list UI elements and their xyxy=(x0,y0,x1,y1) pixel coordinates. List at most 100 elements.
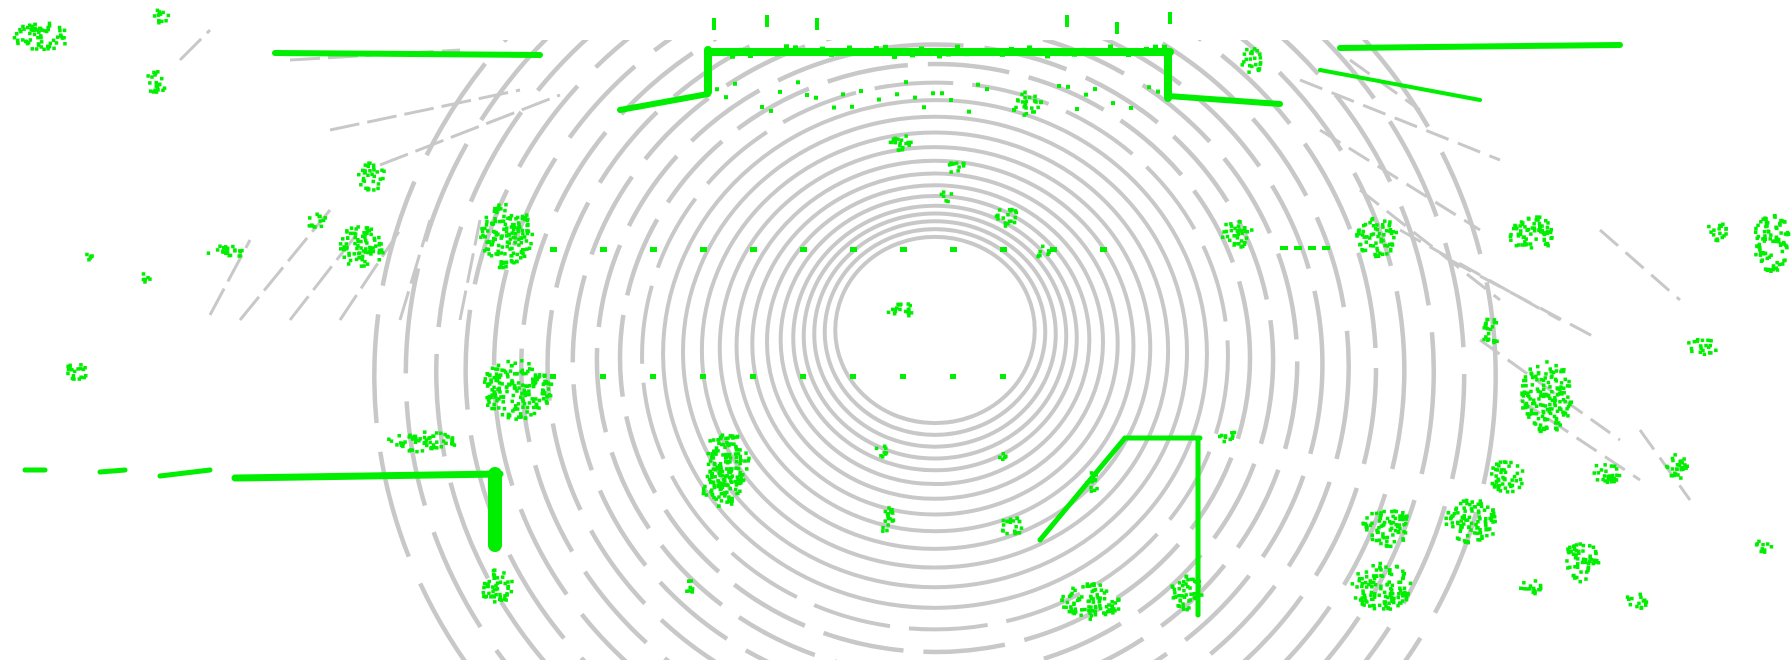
point-cluster-dot xyxy=(520,383,525,387)
point-cluster-dot xyxy=(428,435,432,440)
point-cluster-dot xyxy=(378,177,383,181)
point-cluster-dot xyxy=(519,241,523,245)
point-cluster-dot xyxy=(1514,224,1518,229)
courtyard-dot xyxy=(859,89,863,94)
scan-ring xyxy=(822,227,1048,437)
point-cluster-dot xyxy=(1363,596,1367,600)
point-cluster-dot xyxy=(1389,544,1393,549)
point-cluster-dot xyxy=(1385,252,1389,256)
point-cluster-dot xyxy=(1782,259,1786,263)
point-cluster-dot xyxy=(725,467,729,471)
point-cluster-dot xyxy=(224,248,229,252)
point-cluster-dot xyxy=(1560,368,1564,372)
point-cluster-dot xyxy=(1451,524,1455,529)
point-cluster-dot xyxy=(1362,603,1366,607)
point-cluster-dot xyxy=(534,402,539,407)
point-cluster-dot xyxy=(372,188,376,192)
point-cluster-dot xyxy=(1719,224,1723,228)
point-cluster-dot xyxy=(24,40,29,44)
point-cluster-dot xyxy=(1229,228,1234,233)
point-cluster-dot xyxy=(1522,587,1526,591)
point-cluster-dot xyxy=(1503,477,1507,482)
point-cluster-dot xyxy=(1401,573,1406,577)
point-cluster-dot xyxy=(1676,473,1680,477)
point-cluster-dot xyxy=(1388,220,1392,224)
point-cluster-dot xyxy=(401,441,406,446)
point-cluster-dot xyxy=(1534,218,1538,222)
point-cluster-dot xyxy=(530,397,534,401)
point-cluster-dot xyxy=(1769,233,1773,237)
point-cluster-dot xyxy=(487,400,491,405)
point-cluster-dot xyxy=(30,47,34,51)
point-cluster-dot xyxy=(884,446,888,450)
roof-texture-dot xyxy=(1081,47,1086,53)
point-cluster-dot xyxy=(1098,596,1102,600)
point-cluster-dot xyxy=(1499,468,1504,472)
point-cluster-dot xyxy=(1230,431,1234,435)
point-cluster-dot xyxy=(710,454,715,458)
point-cluster-dot xyxy=(734,444,738,449)
point-cluster-dot xyxy=(1596,561,1601,565)
point-cluster-dot xyxy=(439,431,443,436)
scan-line xyxy=(1399,228,1561,322)
point-cluster-dot xyxy=(730,496,734,501)
point-cluster-dot xyxy=(727,475,732,480)
point-cluster-dot xyxy=(1542,237,1546,242)
point-cluster-dot xyxy=(1372,603,1376,608)
point-cluster-dot xyxy=(1554,369,1559,373)
point-cluster-dot xyxy=(364,239,368,243)
point-cluster-dot xyxy=(1005,519,1010,524)
point-cluster-dot xyxy=(1377,526,1381,530)
point-cluster-dot xyxy=(1572,547,1577,551)
point-cluster-dot xyxy=(1764,220,1769,224)
courtyard-dot xyxy=(1039,100,1043,105)
point-cluster-dot xyxy=(1507,464,1511,468)
point-cluster-dot xyxy=(313,225,317,229)
point-cluster-dot xyxy=(1786,232,1791,236)
point-cluster-dot xyxy=(363,259,367,264)
point-cluster-dot xyxy=(1023,95,1027,100)
point-cluster-dot xyxy=(499,598,503,603)
point-cluster-dot xyxy=(1106,610,1110,614)
point-cluster-dot xyxy=(1244,57,1248,62)
point-cluster-dot xyxy=(1221,235,1225,239)
point-cluster-dot xyxy=(315,212,319,216)
point-cluster-dot xyxy=(1771,265,1776,270)
point-cluster-dot xyxy=(345,229,349,233)
point-cluster-dot xyxy=(733,487,738,492)
point-cluster-dot xyxy=(492,406,496,411)
point-cluster-dot xyxy=(318,219,322,223)
point-cluster-dot xyxy=(515,259,519,264)
point-cluster-dot xyxy=(1395,565,1400,569)
scan-ring xyxy=(765,183,1105,501)
point-cluster-dot xyxy=(525,410,529,414)
point-cluster-dot xyxy=(517,237,521,242)
point-cluster-dot xyxy=(1088,478,1093,483)
point-cluster-dot xyxy=(1503,470,1508,474)
point-cluster-dot xyxy=(1486,338,1490,343)
point-cluster-dot xyxy=(504,265,508,269)
point-cluster-dot xyxy=(941,190,946,194)
point-cluster-dot xyxy=(1032,99,1037,103)
point-cluster-dot xyxy=(715,465,720,470)
point-cluster-dot xyxy=(1522,390,1527,394)
point-cluster-dot xyxy=(499,251,504,255)
point-cluster-dot xyxy=(495,207,500,212)
point-cluster-dot xyxy=(499,207,503,211)
point-cluster-dot xyxy=(527,362,531,366)
highlighted-wall xyxy=(617,91,711,113)
point-cluster-dot xyxy=(738,470,742,475)
point-cluster-dot xyxy=(66,364,70,369)
point-cluster-dot xyxy=(1364,240,1368,244)
point-cluster-dot xyxy=(502,368,506,373)
point-cluster-dot xyxy=(736,481,740,486)
point-cluster-dot xyxy=(1363,222,1368,227)
point-cluster-dot xyxy=(499,263,503,267)
point-cluster-dot xyxy=(1370,217,1374,222)
point-cluster-dot xyxy=(496,373,501,378)
point-cluster-dot xyxy=(492,375,496,380)
point-cluster-dot xyxy=(357,172,361,177)
point-cluster-dot xyxy=(1521,406,1525,410)
point-cluster-dot xyxy=(1111,611,1115,615)
point-cluster-dot xyxy=(352,252,356,256)
